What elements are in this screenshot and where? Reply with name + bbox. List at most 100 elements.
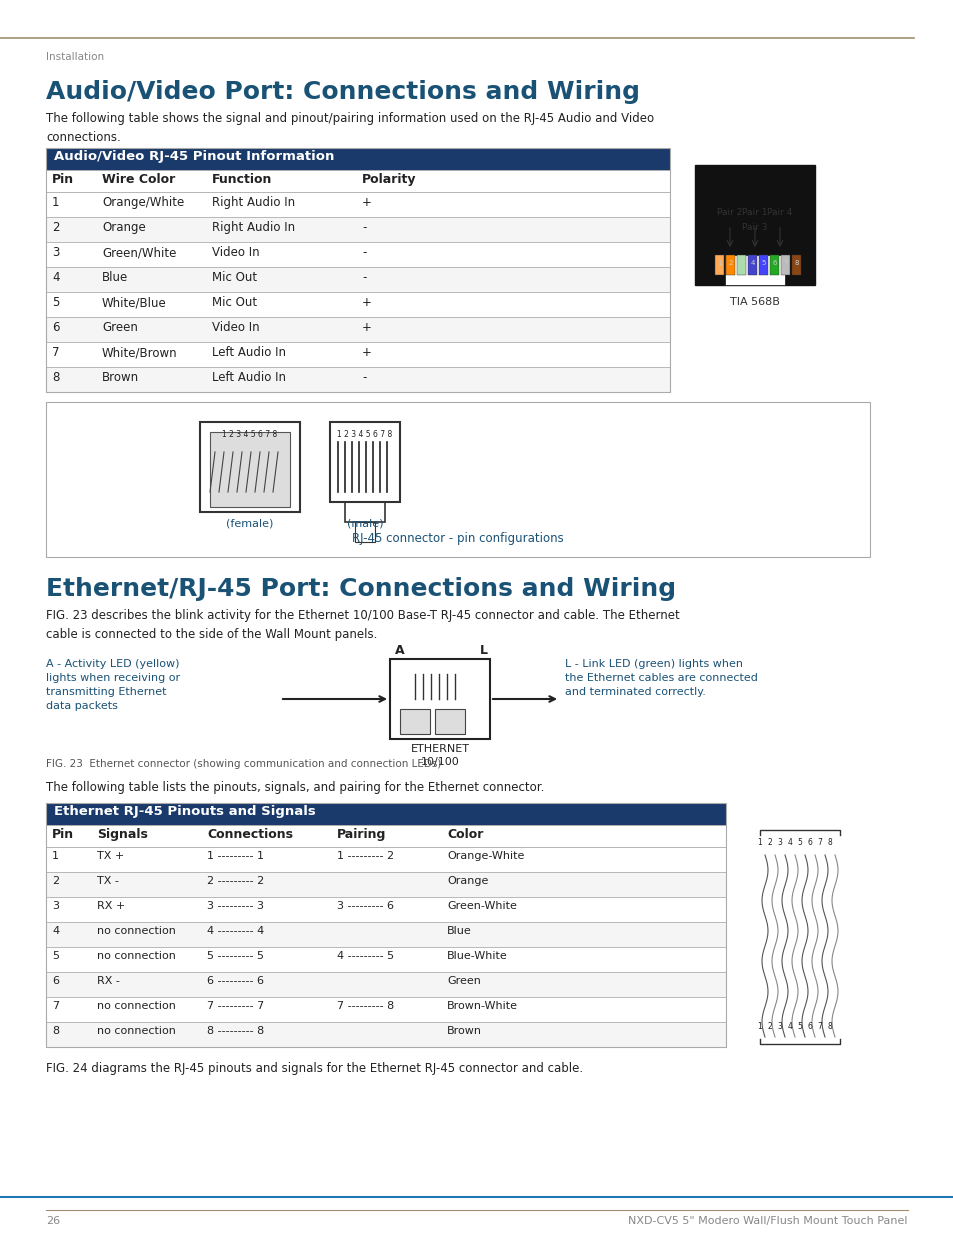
Bar <box>210 432 290 508</box>
Text: 7: 7 <box>817 1023 821 1031</box>
Text: Orange-White: Orange-White <box>447 851 524 861</box>
Text: 1: 1 <box>52 196 59 209</box>
Text: 7 --------- 8: 7 --------- 8 <box>336 1002 394 1011</box>
Text: +: + <box>361 321 372 333</box>
Text: NXD-CV5 5" Modero Wall/Flush Mount Touch Panel: NXD-CV5 5" Modero Wall/Flush Mount Touch… <box>628 1216 907 1226</box>
Text: 3: 3 <box>52 902 59 911</box>
Text: 1 --------- 2: 1 --------- 2 <box>336 851 394 861</box>
Text: -: - <box>361 270 366 284</box>
Bar <box>46 367 669 391</box>
Text: 6: 6 <box>807 839 812 847</box>
Text: 7 --------- 7: 7 --------- 7 <box>207 1002 264 1011</box>
Text: 1 2 3 4 5 6 7 8: 1 2 3 4 5 6 7 8 <box>222 430 277 438</box>
Text: Ethernet RJ-45 Pinouts and Signals: Ethernet RJ-45 Pinouts and Signals <box>54 805 315 818</box>
Text: 4: 4 <box>787 839 792 847</box>
Bar <box>46 317 669 342</box>
Bar <box>46 997 725 1023</box>
Text: 5: 5 <box>52 951 59 961</box>
Text: Brown-White: Brown-White <box>447 1002 517 1011</box>
Bar <box>714 254 723 275</box>
Bar <box>46 403 869 557</box>
Text: Mic Out: Mic Out <box>212 296 257 309</box>
Text: 6: 6 <box>771 261 776 266</box>
Bar <box>695 165 814 285</box>
Text: 5: 5 <box>797 839 801 847</box>
Text: Audio/Video RJ-45 Pinout Information: Audio/Video RJ-45 Pinout Information <box>54 149 334 163</box>
Bar <box>46 170 669 191</box>
Text: 4 --------- 4: 4 --------- 4 <box>207 926 264 936</box>
Bar <box>46 217 669 242</box>
Text: no connection: no connection <box>97 1002 175 1011</box>
Text: Installation: Installation <box>46 52 104 62</box>
Bar <box>46 825 725 847</box>
Text: +: + <box>361 296 372 309</box>
Bar <box>46 847 725 872</box>
Text: Audio/Video Port: Connections and Wiring: Audio/Video Port: Connections and Wiring <box>46 80 639 104</box>
Text: 8: 8 <box>52 370 59 384</box>
Text: 7: 7 <box>782 261 787 266</box>
Bar <box>390 659 490 739</box>
Text: Function: Function <box>212 173 273 186</box>
Text: no connection: no connection <box>97 951 175 961</box>
Text: 4: 4 <box>749 261 754 266</box>
Bar <box>769 254 779 275</box>
Bar <box>737 254 745 275</box>
Text: 2: 2 <box>727 261 732 266</box>
Text: Green: Green <box>102 321 138 333</box>
Text: The following table lists the pinouts, signals, and pairing for the Ethernet con: The following table lists the pinouts, s… <box>46 781 544 794</box>
Text: 8: 8 <box>827 1023 832 1031</box>
Bar <box>46 897 725 923</box>
Text: 2: 2 <box>52 876 59 885</box>
Bar <box>330 422 399 501</box>
Text: Brown: Brown <box>102 370 139 384</box>
Bar <box>46 972 725 997</box>
Text: A: A <box>395 643 404 657</box>
Text: 1: 1 <box>52 851 59 861</box>
Text: Video In: Video In <box>212 321 259 333</box>
Text: +: + <box>361 196 372 209</box>
Text: -: - <box>361 370 366 384</box>
Text: Green/White: Green/White <box>102 246 176 259</box>
Text: Pair 2: Pair 2 <box>717 207 741 217</box>
Text: 5 --------- 5: 5 --------- 5 <box>207 951 264 961</box>
Text: Green-White: Green-White <box>447 902 517 911</box>
Text: Pin: Pin <box>52 173 74 186</box>
Text: Orange: Orange <box>102 221 146 233</box>
Bar <box>46 191 669 217</box>
Text: Pin: Pin <box>52 827 74 841</box>
Bar <box>46 148 669 391</box>
Text: 1: 1 <box>717 261 721 266</box>
Text: 2: 2 <box>767 839 772 847</box>
Text: 6: 6 <box>52 976 59 986</box>
Text: 7: 7 <box>52 346 59 359</box>
Text: 8: 8 <box>794 261 798 266</box>
Text: FIG. 24 diagrams the RJ-45 pinouts and signals for the Ethernet RJ-45 connector : FIG. 24 diagrams the RJ-45 pinouts and s… <box>46 1062 582 1074</box>
Bar <box>725 254 734 275</box>
Text: Connections: Connections <box>207 827 293 841</box>
Text: Wire Color: Wire Color <box>102 173 175 186</box>
Bar <box>46 267 669 291</box>
Text: 3 --------- 6: 3 --------- 6 <box>336 902 394 911</box>
Text: 2: 2 <box>767 1023 772 1031</box>
Bar <box>200 422 299 513</box>
Bar <box>355 522 375 542</box>
Bar <box>781 254 789 275</box>
Text: Pair 1: Pair 1 <box>741 207 767 217</box>
Bar <box>46 872 725 897</box>
Text: Green: Green <box>447 976 480 986</box>
Text: White/Brown: White/Brown <box>102 346 177 359</box>
Text: Right Audio In: Right Audio In <box>212 221 294 233</box>
Bar <box>759 254 767 275</box>
Bar <box>435 709 464 734</box>
Bar <box>46 923 725 947</box>
Text: Pair 3: Pair 3 <box>741 224 767 232</box>
Bar <box>345 501 385 522</box>
Text: Left Audio In: Left Audio In <box>212 346 286 359</box>
Bar <box>46 803 725 1047</box>
Text: no connection: no connection <box>97 1026 175 1036</box>
Text: 3: 3 <box>777 839 781 847</box>
Text: (male): (male) <box>346 519 383 529</box>
Text: 4: 4 <box>52 926 59 936</box>
Text: Blue-White: Blue-White <box>447 951 507 961</box>
Text: 2: 2 <box>52 221 59 233</box>
